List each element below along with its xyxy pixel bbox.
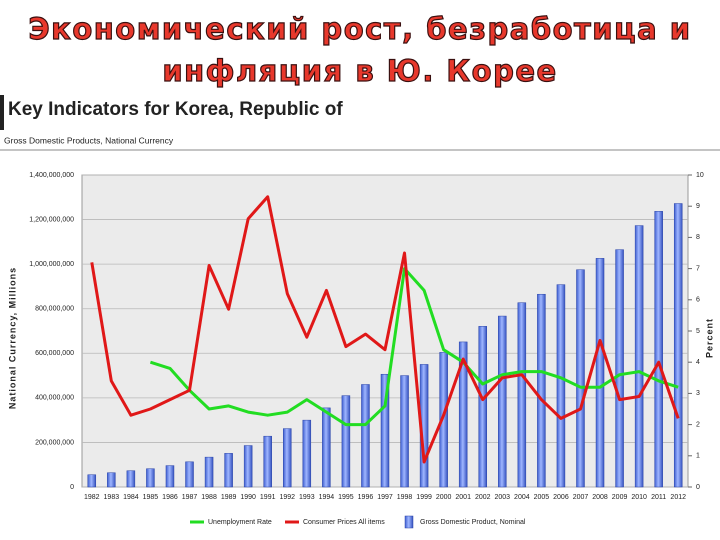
chart-subtitle: Gross Domestic Products, National Curren…: [4, 135, 174, 145]
bar: [595, 258, 605, 488]
x-tick-label: 2001: [455, 494, 471, 501]
x-tick-label: 2003: [495, 494, 511, 501]
bar: [107, 472, 116, 488]
bar: [537, 293, 546, 488]
y2-tick-label: 8: [696, 234, 700, 241]
y2-tick-label: 0: [696, 484, 700, 491]
bar: [576, 269, 585, 488]
x-tick-label: 1996: [358, 494, 374, 501]
bar: [224, 453, 233, 488]
y-tick-label: 1,200,000,000: [29, 216, 74, 223]
y2-tick-label: 7: [696, 265, 700, 272]
x-tick-label: 1992: [279, 494, 295, 501]
y-axis-label: National Currency, Millions: [7, 267, 17, 409]
x-tick-label: 1984: [123, 494, 139, 501]
bar: [146, 468, 155, 488]
bar: [185, 461, 194, 488]
y-tick-label: 0: [70, 484, 74, 491]
bar: [87, 474, 97, 488]
legend-label: Unemployment Rate: [208, 519, 272, 526]
y2-tick-label: 5: [696, 328, 700, 335]
x-tick-label: 1986: [162, 494, 178, 501]
y2-tick-label: 6: [696, 297, 700, 304]
x-tick-label: 2007: [573, 494, 589, 501]
x-tick-label: 1987: [182, 494, 198, 501]
bar: [302, 419, 312, 488]
x-tick-label: 2000: [436, 494, 452, 501]
x-tick-label: 1995: [338, 494, 354, 501]
y2-tick-label: 2: [696, 421, 700, 428]
bar: [556, 284, 566, 488]
y-tick-label: 600,000,000: [35, 350, 74, 357]
x-tick-label: 1999: [416, 494, 432, 501]
bar: [283, 428, 292, 488]
x-tick-label: 1985: [143, 494, 159, 501]
bar: [517, 302, 527, 488]
y2-tick-label: 3: [696, 390, 700, 397]
x-tick-label: 2005: [534, 494, 550, 501]
legend-label: Gross Domestic Product, Nominal: [420, 519, 526, 526]
y-tick-label: 200,000,000: [35, 439, 74, 446]
x-tick-label: 2006: [553, 494, 569, 501]
line: [90, 195, 680, 464]
x-tick-label: 1982: [84, 494, 100, 501]
y2-tick-label: 1: [696, 453, 700, 460]
y2-tick-label: 9: [696, 203, 700, 210]
x-tick-label: 1997: [377, 494, 393, 501]
bar: [263, 435, 272, 488]
bar: [458, 341, 468, 488]
chart-title: Key Indicators for Korea, Republic of: [8, 99, 343, 120]
x-tick-label: 2012: [670, 494, 686, 501]
x-tick-label: 1989: [221, 494, 237, 501]
bar: [400, 375, 409, 488]
edge: [0, 95, 4, 130]
x-tick-label: 1990: [240, 494, 256, 501]
slide-title: инфляция в Ю. Корее: [162, 54, 557, 88]
y-tick-label: 400,000,000: [35, 395, 74, 402]
bar: [615, 249, 624, 488]
y2-axis-label: Percent: [704, 318, 714, 358]
y-tick-label: 1,000,000,000: [29, 261, 74, 268]
bar: [322, 407, 331, 488]
y2-tick-label: 10: [696, 172, 704, 179]
legend-swatch: [404, 515, 414, 529]
y-tick-label: 1,400,000,000: [29, 172, 74, 179]
bar: [654, 211, 663, 488]
bar: [243, 445, 253, 488]
x-tick-label: 1998: [397, 494, 413, 501]
bar: [341, 395, 351, 488]
slide-title: Экономический рост, безработица и: [28, 12, 691, 46]
x-tick-label: 1991: [260, 494, 276, 501]
bar: [439, 352, 448, 488]
legend-label: Consumer Prices All items: [303, 519, 385, 526]
x-tick-label: 2004: [514, 494, 530, 501]
bar: [380, 373, 390, 488]
bar: [673, 203, 683, 488]
bar: [634, 225, 644, 488]
bar: [165, 465, 175, 488]
x-tick-label: 1993: [299, 494, 315, 501]
bar: [478, 326, 487, 488]
bar: [204, 456, 214, 488]
x-tick-label: 2008: [592, 494, 608, 501]
x-tick-label: 1994: [319, 494, 335, 501]
x-tick-label: 1983: [104, 494, 120, 501]
bar: [361, 384, 370, 488]
y-tick-label: 800,000,000: [35, 306, 74, 313]
line: [149, 267, 679, 427]
x-tick-label: 1988: [201, 494, 217, 501]
y2-tick-label: 4: [696, 359, 700, 366]
x-tick-label: 2010: [631, 494, 647, 501]
bar: [498, 315, 507, 488]
x-tick-label: 2011: [651, 494, 666, 501]
x-tick-label: 2009: [612, 494, 628, 501]
bar: [126, 470, 136, 488]
x-tick-label: 2002: [475, 494, 491, 501]
